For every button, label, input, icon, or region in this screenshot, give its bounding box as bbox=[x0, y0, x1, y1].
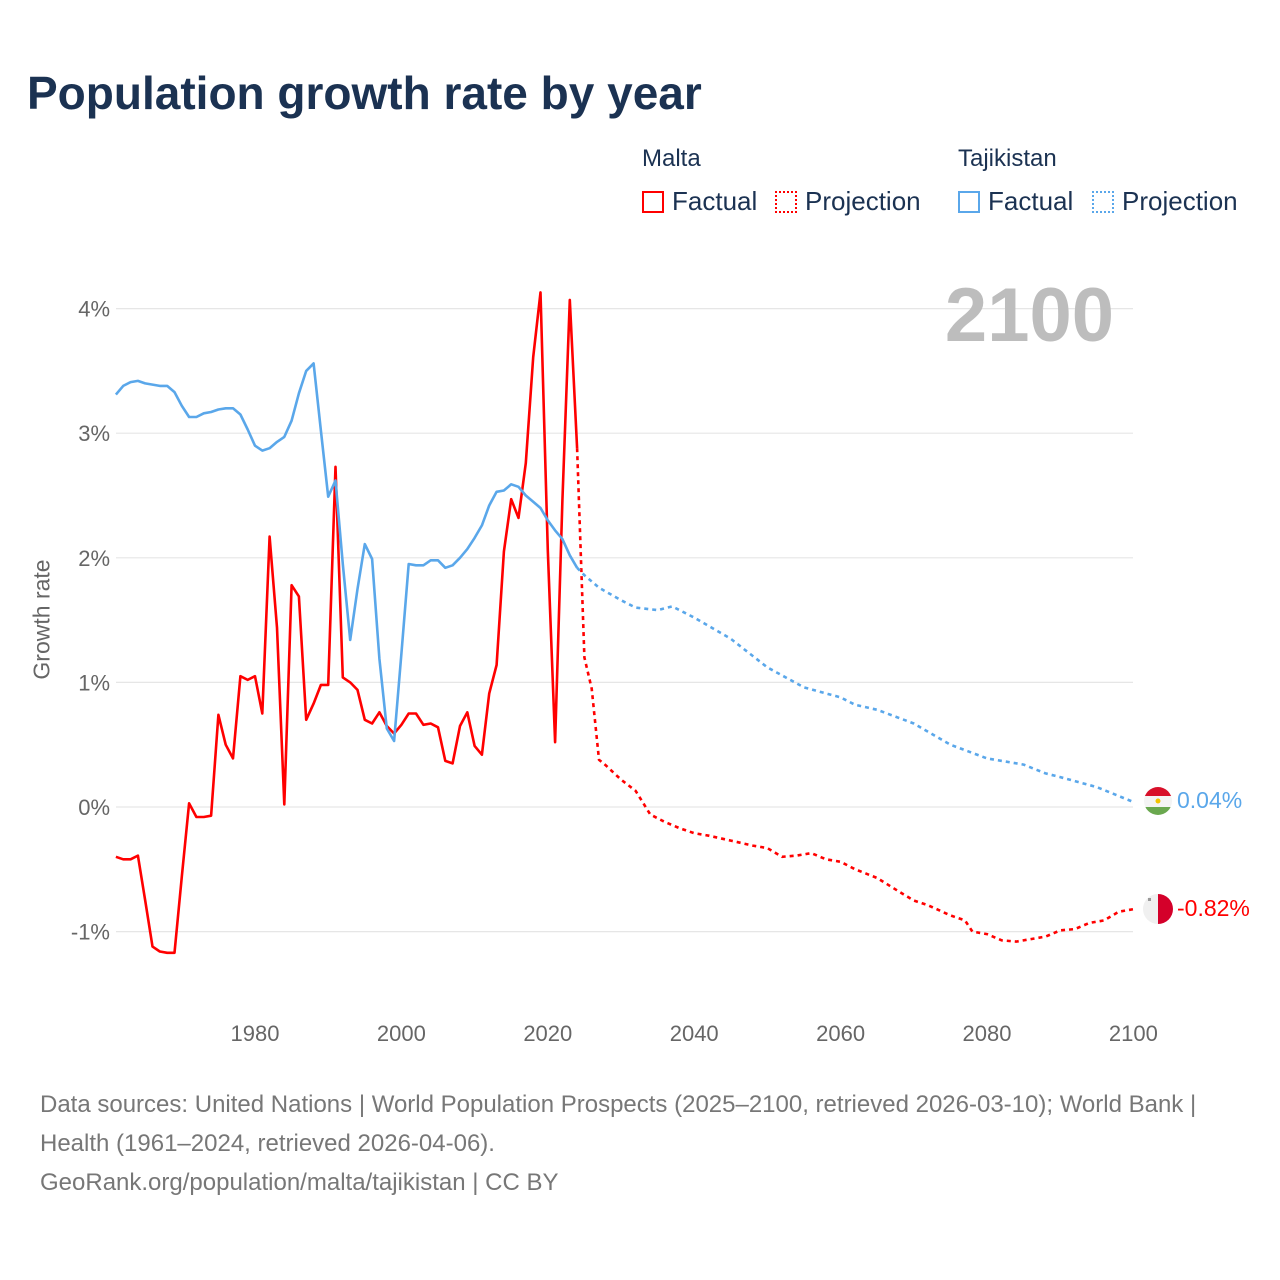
legend-tajikistan-heading: Tajikistan bbox=[958, 145, 1057, 172]
y-tick-label: 3% bbox=[78, 421, 110, 446]
legend-swatch-solid-icon bbox=[958, 190, 980, 213]
y-tick-label: 0% bbox=[78, 795, 110, 820]
tajikistan-factual-line bbox=[114, 362, 579, 743]
x-tick-label: 2100 bbox=[1109, 1021, 1158, 1046]
legend-label: Projection bbox=[805, 186, 921, 216]
malta-projection-line bbox=[575, 448, 1134, 943]
chart-title: Population growth rate by year bbox=[27, 67, 702, 119]
malta-factual-line bbox=[115, 291, 579, 955]
x-tick-label: 2060 bbox=[816, 1021, 865, 1046]
x-tick-label: 1980 bbox=[231, 1021, 280, 1046]
legend-swatch-dotted-icon bbox=[775, 190, 797, 213]
malta-end-value: -0.82% bbox=[1177, 895, 1250, 921]
x-tick-label: 2000 bbox=[377, 1021, 426, 1046]
legend-label: Factual bbox=[672, 186, 758, 216]
legend-swatch-dotted-icon bbox=[1092, 190, 1114, 213]
legend-label: Factual bbox=[988, 186, 1074, 216]
x-tick-label: 2080 bbox=[963, 1021, 1012, 1046]
current-year-label: 2100 bbox=[944, 273, 1114, 358]
legend-swatch-solid-icon bbox=[642, 190, 664, 213]
legend-tajikistan-projection[interactable]: Projection bbox=[1092, 186, 1238, 217]
data-sources: Data sources: United Nations | World Pop… bbox=[40, 1091, 1197, 1157]
malta-flag-icon bbox=[1143, 894, 1173, 924]
legend-malta-projection[interactable]: Projection bbox=[775, 186, 921, 217]
tajikistan-end-value: 0.04% bbox=[1177, 787, 1243, 813]
y-tick-label: -1% bbox=[71, 920, 110, 945]
legend-tajikistan-factual[interactable]: Factual bbox=[958, 186, 1073, 217]
y-tick-label: 1% bbox=[78, 670, 110, 695]
tajikistan-flag-icon bbox=[1144, 787, 1172, 815]
legend-label: Projection bbox=[1122, 186, 1238, 216]
y-axis-title: Growth rate bbox=[28, 559, 55, 680]
y-tick-label: 2% bbox=[78, 546, 110, 571]
y-tick-label: 4% bbox=[78, 297, 110, 322]
x-tick-label: 2040 bbox=[670, 1021, 719, 1046]
credit-link[interactable]: GeoRank.org/population/malta/tajikistan … bbox=[40, 1169, 559, 1196]
chart-plot: -1% 0% 1% 2% 3% 4% 1980 2000 2020 2040 2060 2080 210… bbox=[71, 291, 1173, 1046]
x-tick-label: 2020 bbox=[523, 1021, 572, 1046]
legend-malta-heading: Malta bbox=[642, 145, 701, 172]
tajikistan-projection-line bbox=[576, 566, 1134, 804]
legend-malta-factual[interactable]: Factual bbox=[642, 186, 757, 217]
